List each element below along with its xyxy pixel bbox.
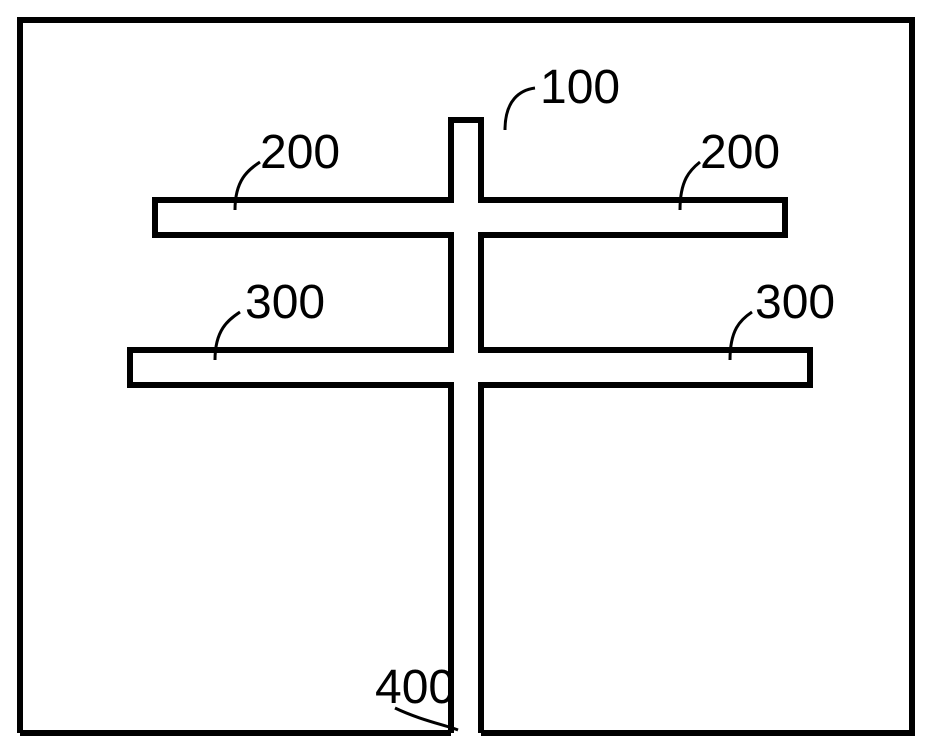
diagram-container: 100 200 200 300 300 400 bbox=[0, 0, 932, 753]
label-300R: 300 bbox=[755, 275, 835, 330]
label-300L: 300 bbox=[245, 275, 325, 330]
antenna-structure bbox=[130, 120, 810, 733]
leader-line-100 bbox=[505, 88, 535, 130]
label-200L: 200 bbox=[260, 125, 340, 180]
label-200R: 200 bbox=[700, 125, 780, 180]
label-100: 100 bbox=[540, 60, 620, 115]
diagram-svg bbox=[0, 0, 932, 753]
label-400: 400 bbox=[375, 660, 455, 715]
